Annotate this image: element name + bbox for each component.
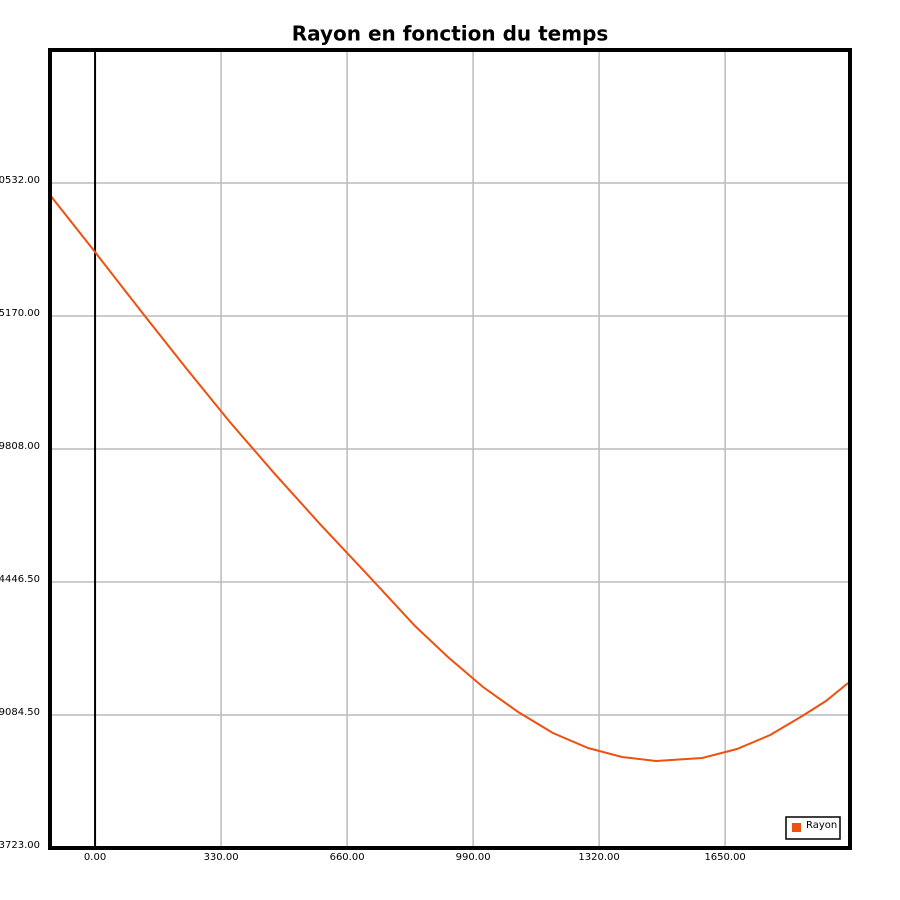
x-tick-label: 1650.00: [704, 852, 745, 863]
x-tick-label: 660.00: [330, 852, 365, 863]
x-tick-label: 0.00: [84, 852, 106, 863]
chart-title: Rayon en fonction du temps: [292, 22, 609, 46]
y-tick-label: 25170.00: [0, 308, 40, 319]
y-tick-label: 14446.50: [0, 574, 40, 585]
plot-frame: [48, 48, 852, 850]
y-tick-label: 19808.00: [0, 441, 40, 452]
x-tick-label: 1320.00: [578, 852, 619, 863]
legend-swatch: [792, 823, 801, 832]
y-tick-label: 9084.50: [0, 707, 40, 718]
x-tick-label: 330.00: [204, 852, 239, 863]
y-tick-label: 30532.00: [0, 175, 40, 186]
legend-label: Rayon: [806, 820, 837, 831]
line: [49, 194, 849, 763]
legend-box: [785, 816, 841, 840]
y-tick-label: 3723.00: [0, 840, 40, 851]
x-tick-label: 990.00: [456, 852, 491, 863]
